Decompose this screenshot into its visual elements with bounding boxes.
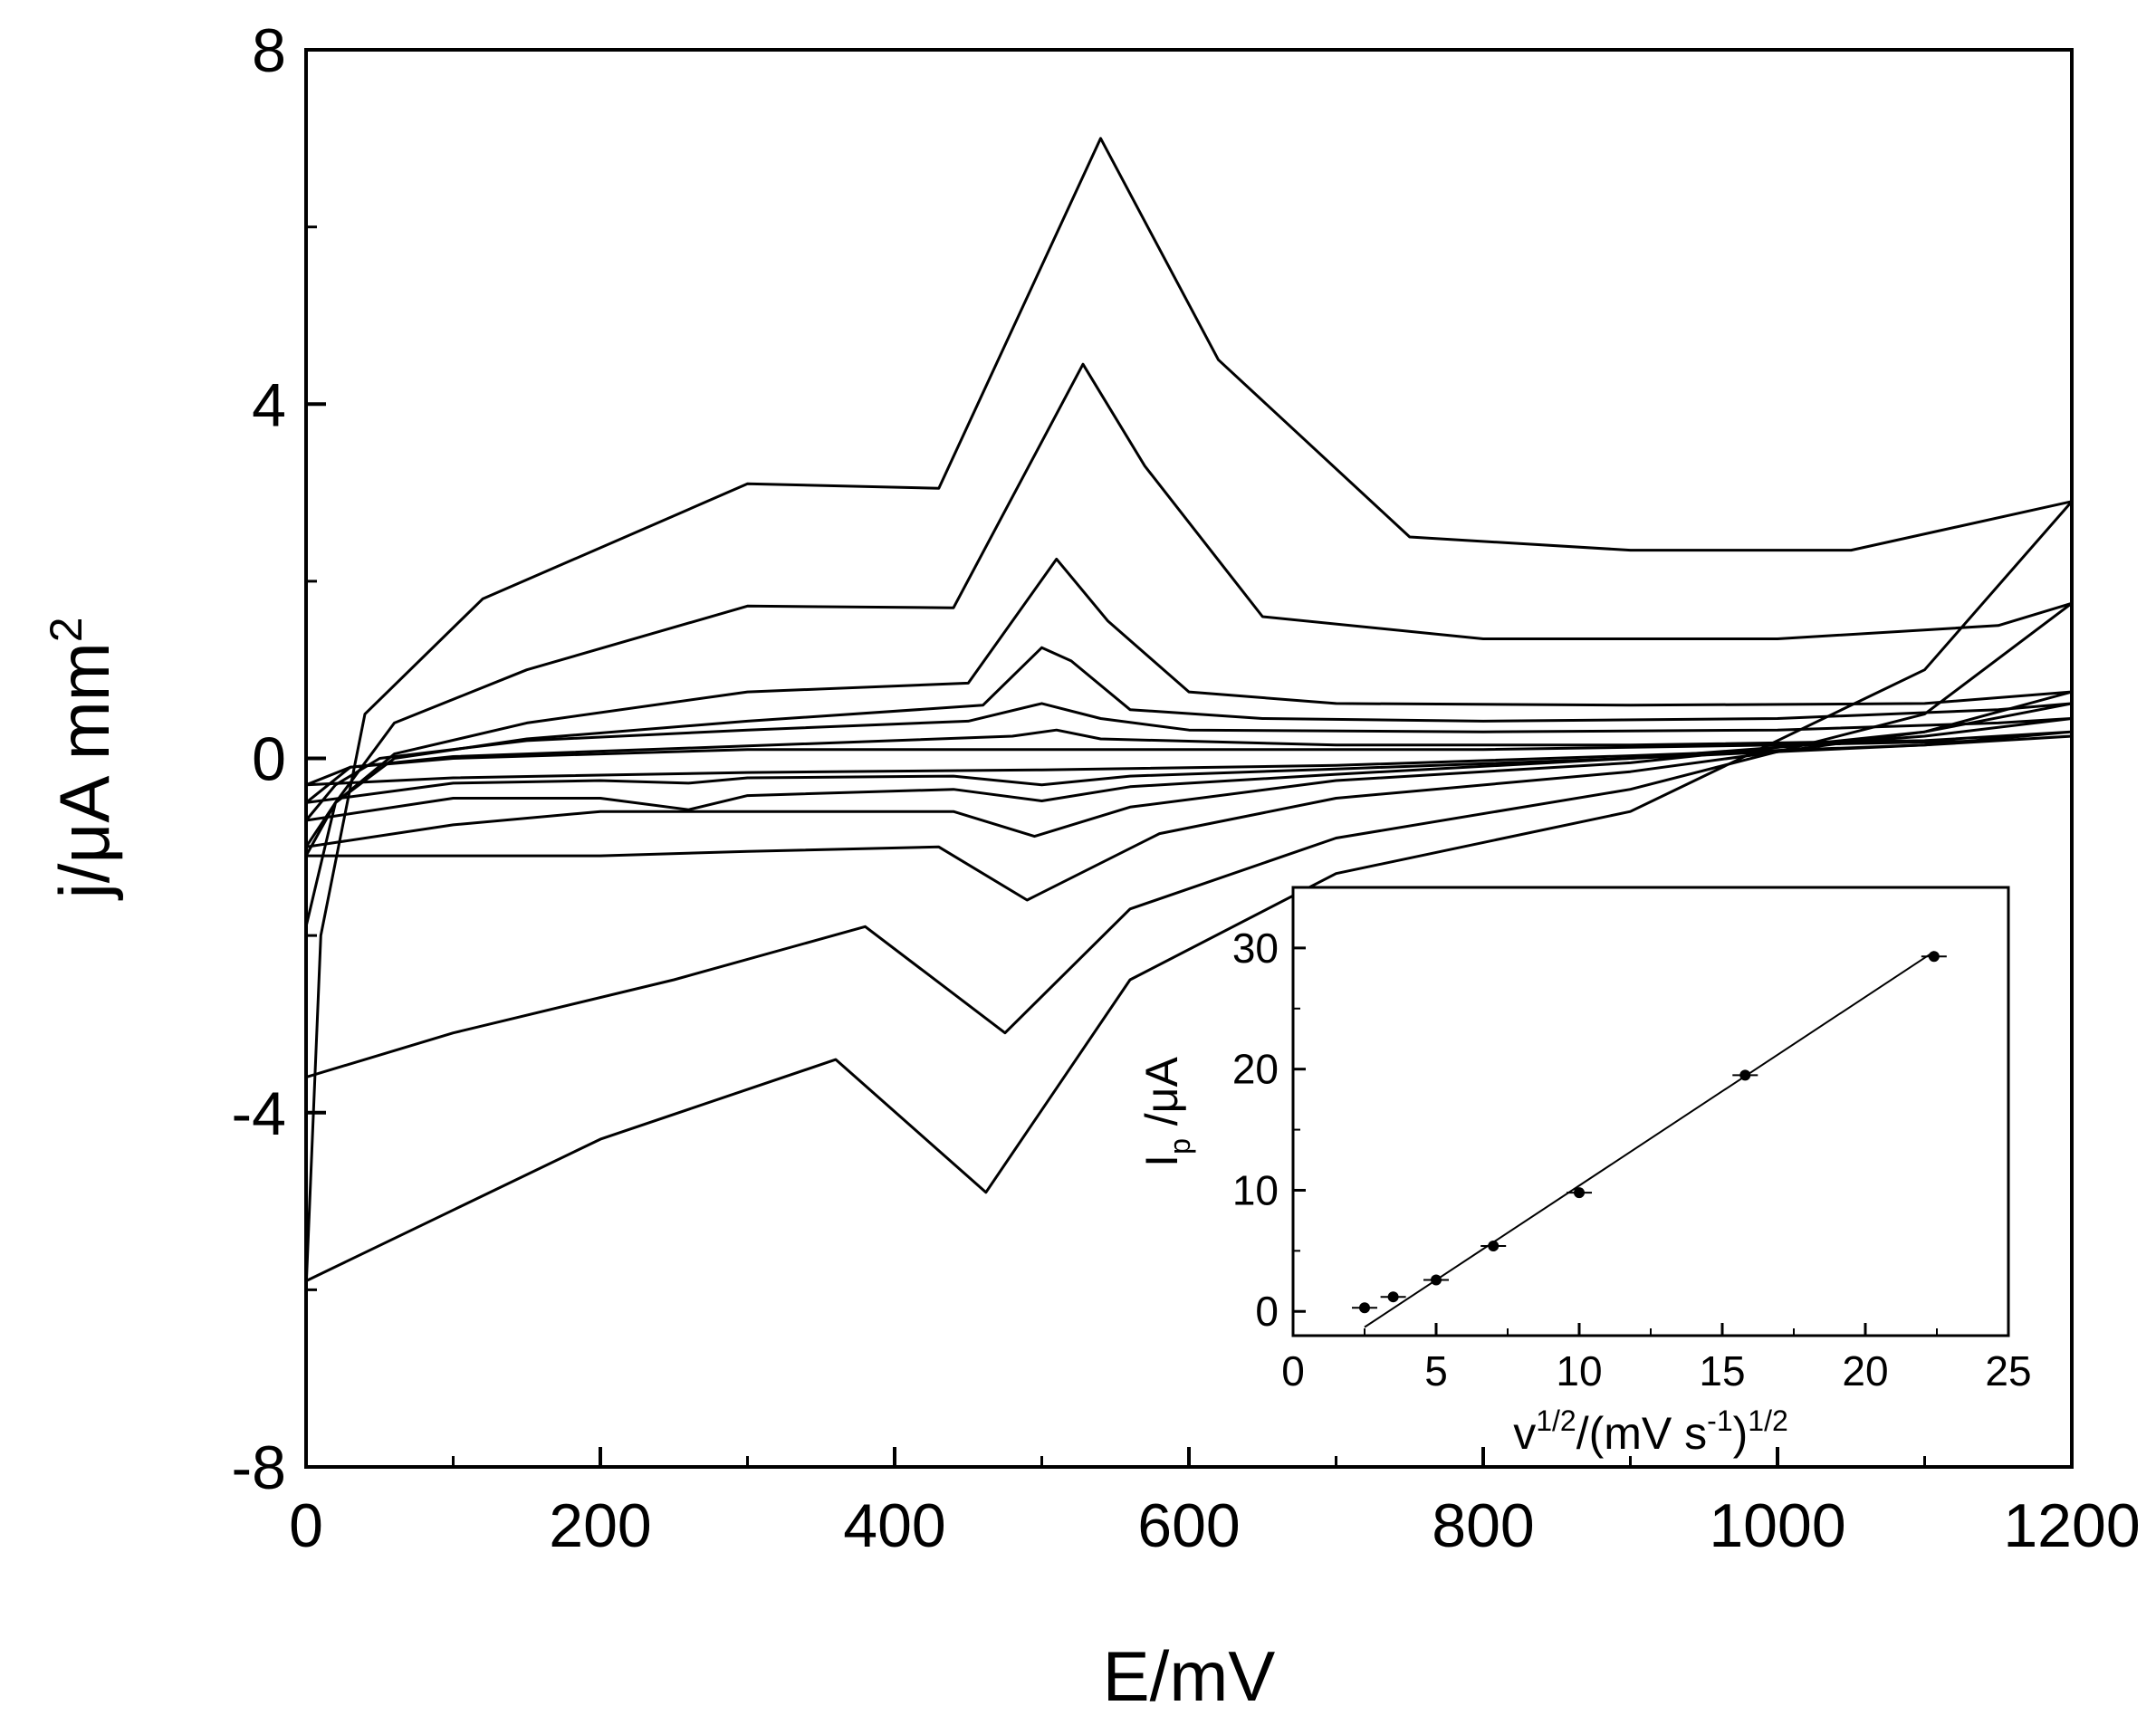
main-y-tick-label: -4 xyxy=(232,1079,286,1148)
inset-y-tick-label: 10 xyxy=(1232,1166,1279,1213)
inset-plot-frame xyxy=(1291,886,2010,1337)
inset-xlabel-part-4: ) xyxy=(1733,1408,1749,1459)
main-x-tick-label: 800 xyxy=(1432,1491,1534,1560)
main-y-tick-label: 0 xyxy=(252,725,286,794)
inset-data-point-5 xyxy=(1574,1187,1585,1199)
main-curves xyxy=(304,137,2074,1290)
inset-data-point-6 xyxy=(1739,1069,1751,1081)
inset-y-tick-label: 0 xyxy=(1255,1288,1279,1335)
main-y-tick-label: -8 xyxy=(232,1433,286,1502)
main-y-tick-label: 8 xyxy=(252,16,286,85)
main-y-axis: -8 -4 0 4 8 xyxy=(232,16,326,1502)
inset-x-axis: 0 5 10 15 20 25 xyxy=(1281,1323,2032,1394)
main-x-tick-label: 600 xyxy=(1137,1491,1240,1560)
inset-xlabel-part-5: 1/2 xyxy=(1748,1404,1787,1437)
inset-xlabel-part-2: /(mV s xyxy=(1576,1408,1707,1459)
cv-curve-5 xyxy=(304,557,2074,902)
inset-xlabel-part-3: -1 xyxy=(1707,1404,1732,1437)
inset-x-tick-label: 10 xyxy=(1556,1347,1602,1394)
inset-ylabel-part-0: I xyxy=(1136,1155,1187,1167)
inset-x-tick-label: 5 xyxy=(1424,1347,1448,1394)
inset-x-tick-label: 20 xyxy=(1842,1347,1888,1394)
inset-y-axis: 0 10 20 30 xyxy=(1232,925,1306,1335)
inset-y-axis-title: Ip /μA xyxy=(1136,1057,1196,1167)
inset-ylabel-part-1: p xyxy=(1164,1138,1196,1155)
inset-y-tick-label: 20 xyxy=(1232,1046,1279,1093)
inset-data-point-3 xyxy=(1431,1274,1442,1286)
inset-data-point-4 xyxy=(1488,1241,1500,1251)
cv-curve-2 xyxy=(305,728,2074,804)
cv-curve-1 xyxy=(305,734,2074,787)
main-x-tick-label: 1200 xyxy=(2003,1491,2140,1560)
main-y-axis-title-base: j/μA mm xyxy=(44,642,124,900)
main-x-tick-label: 200 xyxy=(549,1491,651,1560)
main-y-tick-label: 4 xyxy=(252,370,286,439)
inset-marks xyxy=(1352,951,1947,1328)
inset-data-point-7 xyxy=(1928,951,1940,963)
cv-curve-4 xyxy=(304,646,2074,848)
cv-curve-3 xyxy=(304,702,2074,822)
main-x-axis: 0 200 400 600 800 1000 1200 xyxy=(289,1447,2141,1560)
cv-curve-6 xyxy=(304,362,2074,1079)
inset-x-tick-label: 25 xyxy=(1985,1347,2031,1394)
inset-xlabel-part-1: 1/2 xyxy=(1536,1404,1576,1437)
main-x-tick-label: 1000 xyxy=(1709,1491,1845,1560)
main-x-axis-title: E/mV xyxy=(1103,1636,1276,1716)
inset-xlabel-part-0: v xyxy=(1513,1408,1536,1459)
inset-x-axis-title: v1/2/(mV s-1)1/2 xyxy=(1513,1404,1788,1459)
inset-data-point-2 xyxy=(1387,1291,1399,1303)
inset-x-tick-label: 0 xyxy=(1281,1347,1305,1394)
inset-fit-line xyxy=(1364,951,1935,1328)
inset-data-point-1 xyxy=(1359,1302,1370,1314)
main-y-axis-title-superscript: 2 xyxy=(41,617,91,642)
cv-curve-7 xyxy=(304,137,2074,1290)
main-x-tick-label: 400 xyxy=(843,1491,945,1560)
inset-ylabel-part-2: /μA xyxy=(1136,1057,1187,1139)
inset-x-tick-label: 15 xyxy=(1699,1347,1745,1394)
main-x-tick-label: 0 xyxy=(289,1491,323,1560)
inset-y-tick-label: 30 xyxy=(1232,925,1279,972)
main-y-axis-title: j/μA mm2 xyxy=(41,617,124,900)
